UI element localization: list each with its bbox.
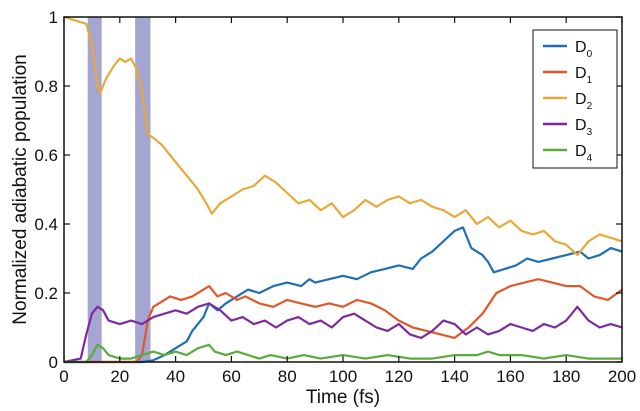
series-line-d0 bbox=[64, 226, 623, 364]
x-tick-label: 140 bbox=[440, 367, 468, 386]
legend-entry-d0: D0 bbox=[575, 39, 593, 60]
x-tick-label: 200 bbox=[608, 367, 636, 386]
legend-entry-d1: D1 bbox=[575, 65, 593, 86]
y-tick-label: 0.4 bbox=[34, 215, 58, 234]
y-tick-label: 0.8 bbox=[34, 77, 58, 96]
x-tick-label: 60 bbox=[222, 367, 241, 386]
x-tick-label: 20 bbox=[110, 367, 129, 386]
y-axis-label: Normalized adiabatic population bbox=[10, 54, 31, 324]
series-line-d3 bbox=[63, 302, 623, 364]
x-axis-label: Time (fs) bbox=[306, 387, 380, 408]
shaded-region-2 bbox=[135, 17, 151, 362]
series-lines bbox=[63, 15, 623, 364]
legend-entry-d4: D4 bbox=[575, 143, 593, 164]
legend: D0 D1 D2 D3 D4 bbox=[532, 29, 618, 169]
y-tick-label: 0.6 bbox=[34, 146, 58, 165]
x-tick-label: 160 bbox=[496, 367, 524, 386]
x-axis: 0 20 40 60 80 100 120 140 160 180 200 bbox=[59, 17, 636, 386]
series-line-d4 bbox=[64, 343, 622, 364]
x-tick-label: 40 bbox=[166, 367, 185, 386]
x-tick-label: 80 bbox=[278, 367, 297, 386]
legend-entry-d2: D2 bbox=[575, 91, 593, 112]
y-axis: 0 0.2 0.4 0.6 0.8 1 bbox=[34, 8, 622, 372]
series-line-d2 bbox=[63, 15, 623, 257]
x-tick-label: 120 bbox=[385, 367, 413, 386]
x-tick-label: 180 bbox=[552, 367, 580, 386]
y-tick-label: 0.2 bbox=[34, 284, 58, 303]
y-tick-label: 1 bbox=[49, 8, 58, 27]
x-tick-label: 0 bbox=[59, 367, 68, 386]
y-tick-label: 0 bbox=[49, 353, 58, 372]
shaded-region-1 bbox=[87, 17, 102, 362]
x-tick-label: 100 bbox=[329, 367, 357, 386]
series-line-d1 bbox=[64, 278, 623, 364]
legend-entry-d3: D3 bbox=[575, 117, 593, 138]
shaded-regions bbox=[87, 17, 151, 362]
